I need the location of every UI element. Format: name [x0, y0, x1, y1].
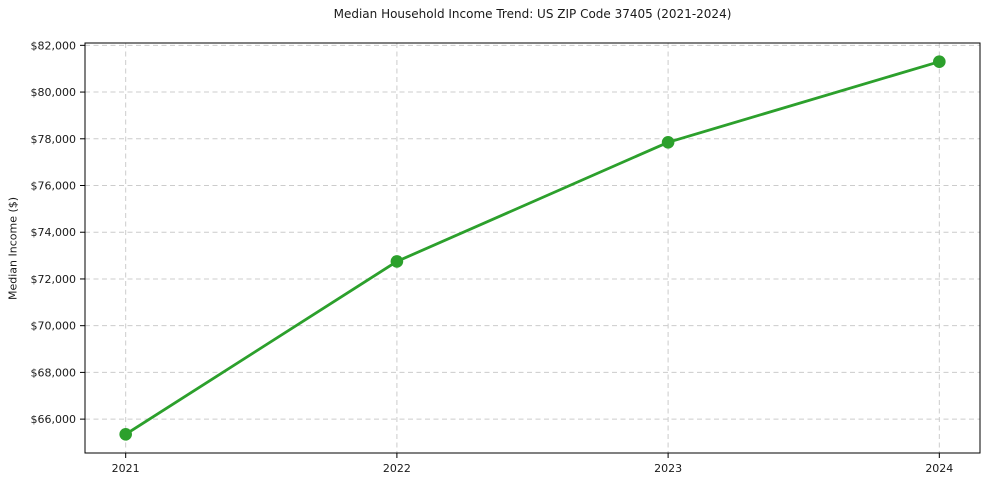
x-tick-label: 2021 — [112, 462, 140, 475]
x-tick-label: 2024 — [925, 462, 953, 475]
plot-border — [84, 42, 981, 454]
y-tick-label: $74,000 — [31, 226, 77, 239]
data-point-2024 — [933, 55, 946, 68]
chart-title: Median Household Income Trend: US ZIP Co… — [333, 7, 732, 21]
y-tick-label: $70,000 — [31, 320, 77, 333]
data-point-2021 — [119, 428, 132, 441]
x-tick-label: 2022 — [383, 462, 411, 475]
trend-line — [124, 60, 941, 436]
y-tick-label: $80,000 — [31, 86, 77, 99]
x-tick-label: 2023 — [654, 462, 682, 475]
data-point-2023 — [661, 135, 675, 149]
y-tick-label: $78,000 — [31, 133, 77, 146]
y-tick-label: $68,000 — [31, 366, 77, 379]
y-tick-label: $76,000 — [31, 180, 77, 193]
y-tick-label: $66,000 — [31, 413, 77, 426]
y-tick-label: $72,000 — [31, 273, 77, 286]
data-point-2022 — [390, 255, 404, 268]
y-tick-label: $82,000 — [31, 39, 77, 52]
